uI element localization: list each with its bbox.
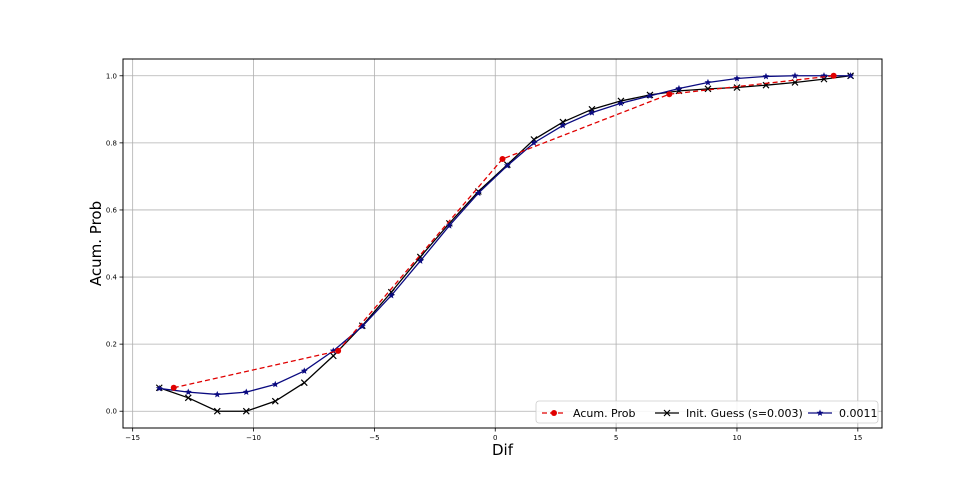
legend-entry: 0.0011 (808, 407, 878, 420)
data-point (474, 189, 482, 197)
data-point (184, 394, 192, 402)
x-tick-label: −15 (125, 434, 140, 442)
data-point (588, 109, 596, 116)
data-point (666, 91, 673, 98)
grid (123, 59, 882, 428)
x-tick-label: 0 (493, 434, 497, 442)
data-point (271, 380, 279, 388)
data-point (416, 257, 424, 264)
y-tick-label: 0.2 (106, 341, 117, 349)
data-point (300, 367, 308, 374)
data-point (530, 139, 538, 146)
y-axis-label: Acum. Prob (87, 201, 105, 286)
data-point (791, 72, 799, 79)
data-point (242, 407, 250, 415)
y-tick-label: 1.0 (106, 72, 117, 80)
y-tick-label: 0.0 (106, 408, 117, 416)
legend-marker (663, 409, 671, 417)
data-point (762, 72, 770, 80)
y-tick-label: 0.4 (106, 274, 118, 282)
legend-label: Init. Guess (s=0.003) (686, 407, 803, 420)
legend-marker (816, 409, 824, 416)
legend-box (535, 400, 879, 424)
data-point (335, 347, 342, 354)
x-tick-label: −10 (246, 434, 261, 442)
x-tick-label: −5 (369, 434, 379, 442)
data-point (213, 407, 221, 415)
data-point (271, 397, 279, 405)
data-point (704, 78, 712, 86)
y-tick-label: 0.8 (106, 139, 117, 147)
legend-entry: Acum. Prob (542, 407, 636, 420)
data-point (646, 92, 654, 99)
data-point (213, 390, 221, 398)
plot-series (155, 72, 855, 415)
data-point (830, 72, 837, 79)
legend-marker (551, 410, 557, 416)
data-point (499, 155, 506, 162)
x-axis-label: Dif (492, 441, 514, 459)
data-point (184, 388, 192, 396)
data-point (170, 384, 177, 391)
x-tick-label: 15 (853, 434, 862, 442)
x-tick-label: 10 (733, 434, 742, 442)
legend: Acum. Prob Init. Guess (s=0.003) 0.0011 (535, 400, 879, 424)
data-point (358, 322, 366, 330)
data-point (155, 384, 163, 392)
legend-label: Acum. Prob (573, 407, 636, 420)
data-point (733, 74, 741, 82)
data-point (559, 121, 567, 129)
data-point (733, 84, 741, 91)
series-line (173, 75, 834, 389)
data-point (617, 99, 625, 107)
x-tick-label: 5 (614, 434, 618, 442)
data-point (242, 388, 250, 396)
legend-label: 0.0011 (839, 407, 878, 420)
data-point (704, 85, 712, 93)
series-0 (170, 72, 837, 391)
data-point (847, 72, 854, 79)
data-point (329, 352, 337, 360)
data-point (675, 84, 683, 92)
data-point (503, 162, 511, 169)
data-point (387, 291, 395, 299)
legend-entry: Init. Guess (s=0.003) (655, 407, 803, 420)
data-point (445, 222, 453, 229)
y-tick-label: 0.6 (106, 206, 118, 214)
plot-frame (122, 58, 883, 429)
axis-ticks: −15 −10 −5 0 5 10 15 0.0 0.2 0.4 0.6 0.8 1.0 (106, 72, 862, 442)
data-point (300, 379, 308, 387)
